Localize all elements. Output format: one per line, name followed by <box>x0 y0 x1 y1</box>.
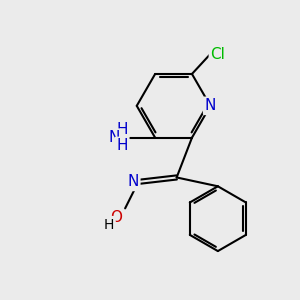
Text: H: H <box>104 218 114 232</box>
Text: H: H <box>116 139 128 154</box>
Text: Cl: Cl <box>210 47 225 62</box>
Text: H: H <box>116 122 128 137</box>
Text: N: N <box>205 98 216 113</box>
Text: O: O <box>110 210 122 225</box>
Text: N: N <box>128 174 139 189</box>
Text: N: N <box>108 130 120 145</box>
